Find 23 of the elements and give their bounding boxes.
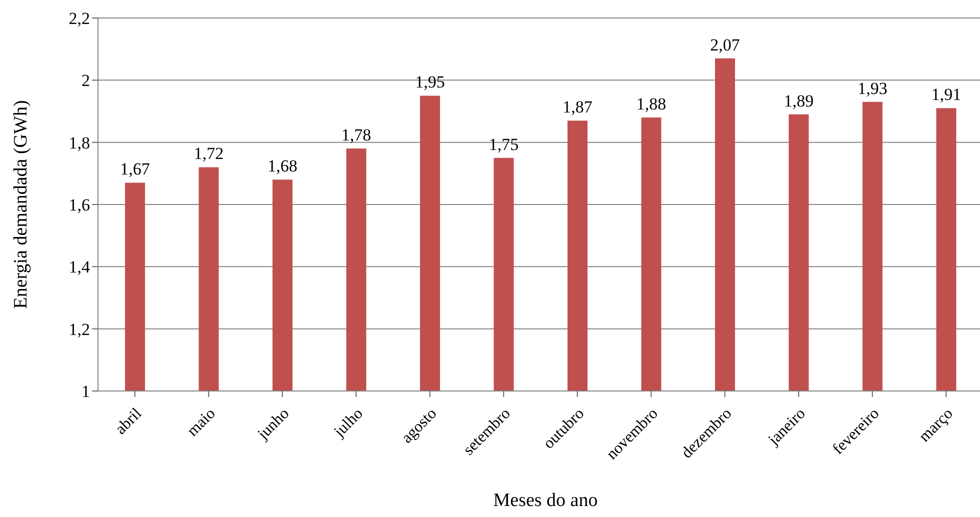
data-label: 1,95 (415, 72, 445, 92)
x-tick-label: abril (112, 404, 146, 438)
y-tick-label: 2 (82, 71, 90, 90)
y-tick-label: 2,2 (68, 9, 90, 28)
y-tick-label: 1 (82, 382, 90, 402)
data-label: 1,89 (784, 91, 814, 110)
data-label: 1,72 (194, 144, 224, 164)
data-label: 1,87 (562, 98, 593, 117)
y-tick-label: 1,4 (68, 258, 90, 277)
data-label: 1,93 (858, 78, 888, 98)
data-label: 1,91 (931, 85, 962, 104)
y-tick-label: 1,8 (68, 133, 90, 152)
x-tick-label: maio (184, 405, 219, 440)
data-label: 1,67 (120, 160, 150, 179)
y-axis-title: Energia demandada (GWh) (10, 100, 32, 309)
data-label: 1,68 (268, 156, 298, 176)
y-tick-label: 1,6 (68, 196, 90, 215)
x-axis-title: Meses do ano (492, 490, 599, 512)
data-label: 1,75 (488, 134, 519, 154)
data-label: 1,78 (341, 126, 372, 145)
y-tick-label: 1,2 (68, 320, 90, 339)
data-label: 2,07 (710, 35, 740, 54)
data-label: 1,88 (636, 94, 666, 114)
